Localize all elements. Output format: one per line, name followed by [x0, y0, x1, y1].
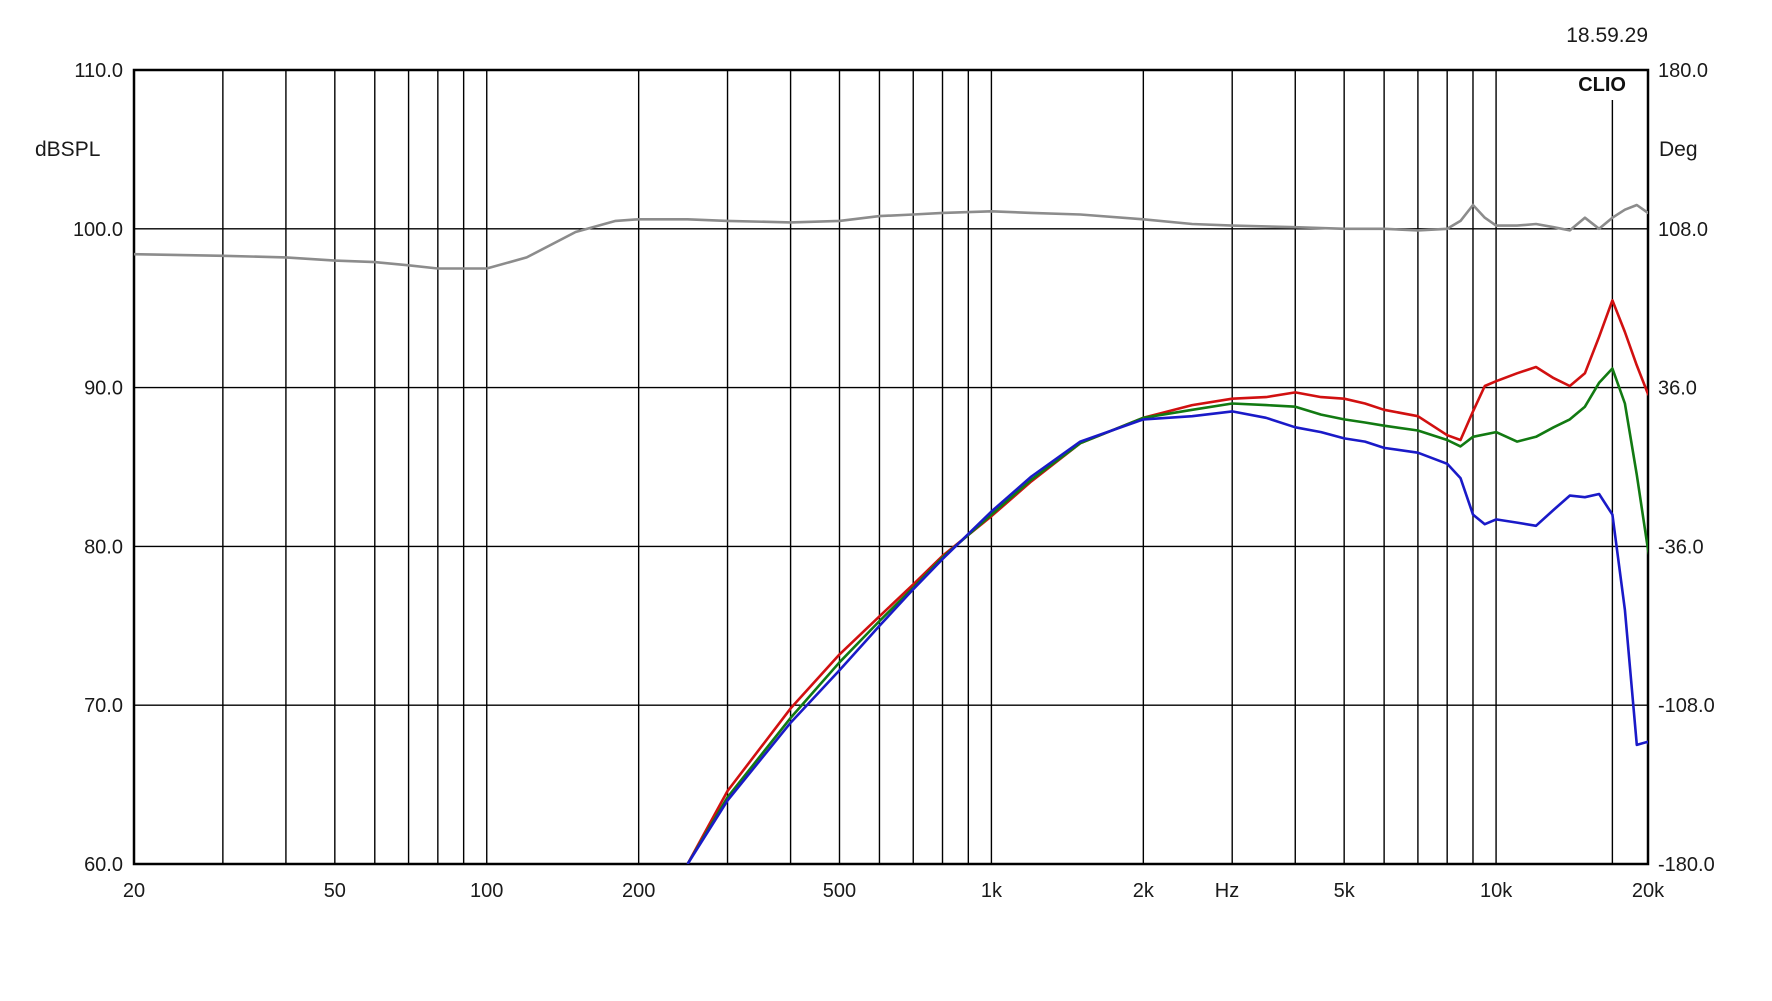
x-axis-labels: 20 50 100 200 500 1k 2k 5k 10k 20k — [123, 880, 1665, 902]
x-tick-label: 2k — [1133, 880, 1155, 902]
y-tick-label: 60.0 — [84, 854, 123, 876]
series-line-4 — [686, 410, 1648, 864]
y2-tick-label: 108.0 — [1658, 219, 1708, 241]
x-tick-label: 1k — [981, 880, 1003, 902]
y-tick-label: 80.0 — [84, 536, 123, 558]
x-tick-label: 50 — [324, 880, 346, 902]
plot-frame — [132, 68, 1650, 866]
x-axis-unit-label: Hz — [1215, 880, 1239, 902]
x-tick-label: 200 — [622, 880, 655, 902]
series-line-3 — [686, 367, 1648, 864]
series-layer — [134, 203, 1648, 864]
y2-tick-label: -180.0 — [1658, 854, 1715, 876]
y2-tick-label: -36.0 — [1658, 536, 1704, 558]
y2-tick-label: 180.0 — [1658, 60, 1708, 82]
series-line-2 — [686, 299, 1648, 864]
y-tick-label: 70.0 — [84, 695, 123, 717]
x-tick-label: 5k — [1334, 880, 1356, 902]
y2-axis-title: Deg — [1659, 138, 1698, 161]
y-axis-labels: 60.0 70.0 80.0 90.0 100.0 110.0 — [73, 60, 123, 876]
series-line-1 — [134, 203, 1648, 270]
x-tick-label: 20 — [123, 880, 145, 902]
plot-area — [132, 68, 1650, 866]
x-tick-label: 100 — [470, 880, 503, 902]
y-tick-label: 100.0 — [73, 219, 123, 241]
y-tick-label: 90.0 — [84, 378, 123, 400]
x-tick-label: 500 — [823, 880, 856, 902]
y-axis-title: dBSPL — [35, 138, 100, 161]
x-tick-label: 10k — [1480, 880, 1513, 902]
y2-tick-label: 36.0 — [1658, 378, 1697, 400]
y2-axis-labels: -180.0 -108.0 -36.0 36.0 108.0 180.0 — [1658, 60, 1715, 876]
timestamp: 18.59.29 — [1566, 24, 1648, 47]
y-tick-label: 110.0 — [74, 60, 123, 82]
y2-tick-label: -108.0 — [1658, 695, 1715, 717]
grid — [134, 70, 1648, 864]
clio-brand-label: CLIO — [1578, 74, 1626, 96]
x-tick-label: 20k — [1632, 880, 1665, 902]
